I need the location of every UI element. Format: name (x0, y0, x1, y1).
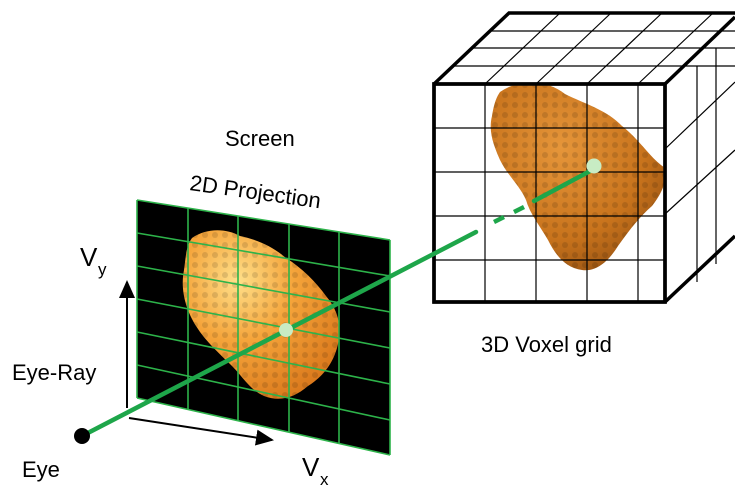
vy-label: V y (80, 242, 107, 279)
cube-top-grid (433, 12, 735, 85)
eye-point (74, 428, 90, 444)
eye-label: Eye (22, 457, 60, 482)
screen-label: Screen (225, 126, 295, 151)
eye-ray-label: Eye-Ray (12, 360, 96, 385)
vx-axis-arrow (128, 417, 274, 446)
voxel-sample-point (586, 158, 602, 174)
screen-sample-point (279, 323, 293, 337)
voxel-cube (432, 11, 735, 304)
screen-grid (136, 199, 391, 456)
vx-label: V x (302, 452, 329, 489)
cube-outline (432, 11, 735, 304)
eye-ray (79, 167, 595, 439)
cube-right-grid (664, 48, 735, 282)
molecule-2d (182, 230, 340, 399)
vx-label-main: V (302, 452, 320, 482)
projection-screen (136, 199, 391, 456)
voxel-grid-label: 3D Voxel grid (481, 332, 612, 357)
vy-label-main: V (80, 242, 98, 272)
cube-front-grid (434, 84, 665, 302)
vy-label-sub: y (98, 260, 107, 279)
projection-label: 2D Projection (188, 170, 322, 213)
vx-label-sub: x (320, 470, 329, 489)
